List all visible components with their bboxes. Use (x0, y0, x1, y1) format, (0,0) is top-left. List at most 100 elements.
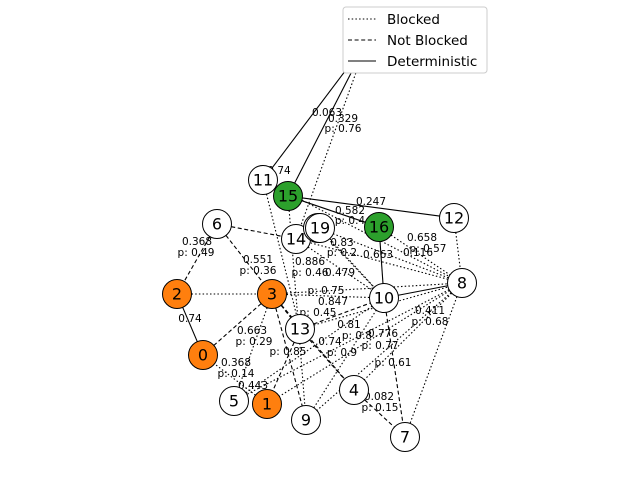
edge-1-0 (214, 363, 256, 396)
edge-6-3 (225, 235, 264, 283)
edge-10-8 (398, 285, 448, 296)
node-label: 16 (369, 218, 389, 237)
node-label: 14 (286, 230, 306, 249)
edge-17-15 (294, 54, 361, 184)
node-circle (188, 340, 218, 370)
edge-label: p: 0.2 (327, 247, 357, 259)
edge-3-8 (286, 283, 448, 294)
edge-label: 0.74 (318, 336, 342, 348)
node-10: 10 (369, 283, 399, 313)
node-19: 19 (305, 213, 335, 243)
edge-label: p: 0.9 (327, 347, 357, 359)
edge-label: p: 0.8 (342, 330, 372, 342)
legend: Blocked Not Blocked Deterministic (342, 6, 488, 74)
node-circle (390, 422, 420, 452)
node-13: 13 (285, 314, 315, 344)
node-5: 5 (219, 386, 249, 416)
edge-label: 0.663 (237, 325, 267, 337)
edge-label: p: 0.68 (412, 316, 449, 328)
edge-label: 0.443 (238, 380, 268, 392)
edge-8-5 (246, 289, 450, 395)
edge-label: 0.81 (337, 319, 360, 331)
node-label: 7 (400, 428, 410, 447)
edge-label: p: 0.76 (325, 123, 362, 135)
edge-3-5 (238, 307, 268, 388)
edge-label: 0.063 (312, 107, 342, 119)
edge-label: 0.329 (328, 113, 358, 125)
node-circle (364, 212, 394, 242)
edge-12-8 (455, 232, 461, 269)
edge-13-8 (313, 286, 449, 326)
edge-2-0 (182, 307, 198, 342)
node-4: 4 (339, 375, 369, 405)
node-9: 9 (291, 405, 321, 435)
edge-label: 0.582 (335, 205, 365, 217)
node-label: 5 (229, 392, 239, 411)
edge-label: 0.368 (221, 357, 251, 369)
node-label: 9 (301, 411, 311, 430)
node-circle (248, 165, 278, 195)
node-6: 6 (202, 209, 232, 239)
edge-label: 0.663 (363, 249, 393, 261)
node-label: 8 (457, 274, 467, 293)
node-circle (219, 386, 249, 416)
node-12: 12 (439, 203, 469, 233)
edge-13-10 (313, 302, 371, 325)
edge-3-0 (213, 303, 262, 346)
edge-label: p: 0.4 (335, 215, 366, 227)
edge-label: 0.411 (415, 305, 445, 317)
edge-3-13 (280, 304, 292, 319)
edge-17-14 (300, 55, 363, 226)
edge-label: p: 0.85 (270, 346, 307, 358)
node-circle (439, 203, 469, 233)
edge-16-10 (379, 241, 384, 284)
edge-8-14 (309, 242, 449, 280)
edge-14-10 (307, 246, 373, 291)
edge-label: p: 0.49 (178, 247, 215, 259)
node-circle (447, 268, 477, 298)
node-label: 10 (374, 289, 394, 308)
edge-3-10 (286, 293, 370, 299)
node-15: 15 (273, 181, 303, 211)
edge-9-10 (313, 309, 377, 409)
edge-8-1 (279, 290, 450, 397)
legend-not-blocked-label: Not Blocked (387, 33, 468, 49)
edge-label: 0.368 (182, 236, 212, 248)
edge-13-4 (309, 339, 345, 380)
node-circle (257, 279, 287, 309)
edge-18-10 (327, 238, 375, 288)
edge-15-16 (301, 200, 366, 223)
node-circle (305, 213, 335, 243)
edge-6-2 (183, 236, 211, 282)
node-0: 0 (188, 340, 218, 370)
node-label: 13 (290, 320, 310, 339)
edge-4-7 (364, 399, 395, 428)
edge-8-18 (331, 232, 449, 279)
node-3: 3 (257, 279, 287, 309)
node-label: 2 (172, 285, 182, 304)
legend-frame (342, 6, 488, 74)
edge-15-9 (288, 210, 306, 406)
node-label: 6 (212, 215, 222, 234)
edge-10-7 (385, 312, 404, 423)
node-14: 14 (281, 224, 311, 254)
node-circle (369, 283, 399, 313)
node-circle (252, 389, 282, 419)
edge-label: p: 0.77 (362, 340, 399, 352)
edge-15-12 (302, 197, 440, 217)
node-label: 11 (253, 171, 273, 190)
node-circle (291, 405, 321, 435)
edge-label: 0.082 (364, 391, 394, 403)
node-8: 8 (447, 268, 477, 298)
edge-label: p: 0.29 (236, 336, 273, 348)
node-16: 16 (364, 212, 394, 242)
edge-label: p: 0.57 (410, 243, 447, 255)
edge-label: 0.247 (356, 196, 386, 208)
node-2: 2 (162, 279, 192, 309)
node-label: 1 (262, 395, 272, 414)
edge-label: p: 0.14 (218, 368, 255, 380)
node-circle (285, 314, 315, 344)
edge-label: p: 0.61 (375, 357, 412, 369)
edge-label: 0.886 (295, 256, 325, 268)
